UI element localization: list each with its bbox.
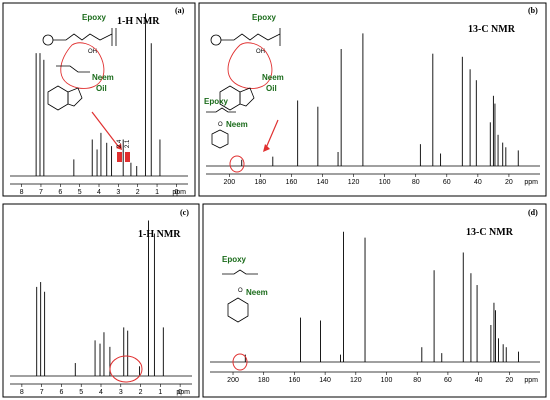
x-tick-label: 7	[40, 389, 44, 396]
x-axis-label: ppm	[524, 179, 538, 186]
highlight-circle-icon	[109, 355, 143, 383]
cyclohexane-ring-icon	[227, 297, 249, 323]
x-tick-label: 60	[443, 179, 451, 186]
x-tick-label: 160	[286, 179, 298, 186]
x-tick-label: 20	[505, 179, 513, 186]
structure-label-epoxy: Epoxy	[82, 13, 107, 22]
x-tick-label: 120	[350, 377, 362, 384]
structure-label-o: O	[218, 122, 223, 128]
panel-c-label: (c)	[180, 208, 189, 217]
structure-label-neem: Neem	[262, 73, 284, 82]
x-tick-label: 2	[136, 189, 140, 196]
panel-b-label: (b)	[528, 6, 538, 15]
x-tick-label: 120	[348, 179, 360, 186]
x-axis-label: ppm	[172, 189, 186, 196]
x-tick-label: 6	[58, 189, 62, 196]
x-tick-label: 60	[444, 377, 452, 384]
panel-c-frame	[2, 203, 200, 398]
structure-label-neem: Neem	[246, 288, 268, 297]
integral-value-2: 2.1	[125, 139, 131, 148]
highlight-loop-icon	[227, 42, 273, 89]
integral-box-icon	[117, 152, 122, 162]
panel-a-title: 1-H NMR	[117, 16, 160, 27]
structure-label-neem-2: Neem	[226, 120, 248, 129]
x-tick-label: 5	[79, 389, 83, 396]
x-tick-label: 40	[475, 377, 483, 384]
panel-d-structure: Epoxy O Neem	[222, 255, 268, 371]
panel-b-frame	[198, 2, 547, 197]
highlight-loop-icon	[60, 42, 105, 89]
x-tick-label: 5	[78, 189, 82, 196]
integral-value-1: 2.4	[117, 139, 123, 148]
x-tick-label: 200	[227, 377, 239, 384]
backbone-chain-icon	[53, 33, 113, 41]
pointer-arrow-icon	[91, 111, 119, 147]
panel-d-title: 13-C NMR	[466, 227, 514, 238]
integral-box-icon	[125, 152, 130, 162]
panel-a-frame	[2, 2, 196, 197]
x-tick-label: 3	[116, 189, 120, 196]
benzene-ring-icon	[42, 34, 54, 46]
x-tick-label: 1	[155, 189, 159, 196]
x-tick-label: 3	[119, 389, 123, 396]
panel-b-spectrum: 200 180 160 140 120 100 80 60 40 20 ppm	[206, 33, 540, 186]
structure-label-oil: Oil	[96, 84, 107, 93]
panel-a-label: (a)	[175, 6, 185, 15]
x-axis-label: ppm	[176, 389, 190, 396]
panel-d-label: (d)	[528, 208, 538, 217]
x-tick-label: 1	[158, 389, 162, 396]
x-tick-label: 40	[474, 179, 482, 186]
x-tick-label: 140	[317, 179, 329, 186]
panel-c-title: 1-H NMR	[138, 229, 181, 240]
x-tick-label: 180	[255, 179, 267, 186]
x-tick-label: 80	[412, 179, 420, 186]
x-tick-label: 0	[174, 189, 178, 196]
x-tick-label: 2	[139, 389, 143, 396]
structure-label-o: O	[238, 288, 243, 294]
structure-label-epoxy-2: Epoxy	[204, 97, 229, 106]
cyclohexane-ring-icon	[47, 85, 69, 111]
highlight-circle-icon	[229, 155, 245, 173]
x-tick-label: 0	[178, 389, 182, 396]
x-tick-label: 140	[319, 377, 331, 384]
panel-b-structure: Epoxy OH Neem Oil Epoxy O Neem	[204, 13, 284, 173]
panel-b-title: 13-C NMR	[468, 24, 516, 35]
x-tick-label: 100	[379, 179, 391, 186]
x-tick-label: 180	[258, 377, 270, 384]
structure-label-epoxy: Epoxy	[222, 255, 247, 264]
x-tick-label: 20	[505, 377, 513, 384]
x-axis-label: ppm	[524, 377, 538, 384]
pointer-arrow-icon	[265, 119, 279, 149]
x-tick-label: 7	[39, 189, 43, 196]
x-tick-label: 8	[20, 189, 24, 196]
structure-label-epoxy: Epoxy	[252, 13, 277, 22]
panel-d-frame	[202, 203, 547, 398]
furan-ring-icon	[67, 87, 83, 107]
structure-label-neem: Neem	[92, 73, 114, 82]
x-tick-label: 160	[289, 377, 301, 384]
x-tick-label: 6	[59, 389, 63, 396]
panel-d-spectrum: 200 180 160 140 120 100 80 60 40 20 ppm	[210, 231, 540, 384]
x-tick-label: 80	[413, 377, 421, 384]
highlight-circle-icon	[232, 353, 248, 371]
structure-label-oh: OH	[256, 49, 265, 55]
furan-ring-icon	[239, 87, 255, 107]
x-tick-label: 100	[381, 377, 393, 384]
x-tick-label: 200	[223, 179, 235, 186]
cyclohexane-ring-icon	[211, 129, 229, 149]
x-tick-label: 4	[97, 189, 101, 196]
benzene-ring-icon	[210, 34, 222, 46]
x-tick-label: 8	[20, 389, 24, 396]
x-tick-label: 4	[99, 389, 103, 396]
structure-label-oil: Oil	[266, 84, 277, 93]
structure-label-oh: OH	[88, 49, 97, 55]
panel-a-structure: Epoxy OH Neem Oil 2.4 2.1	[42, 13, 131, 162]
